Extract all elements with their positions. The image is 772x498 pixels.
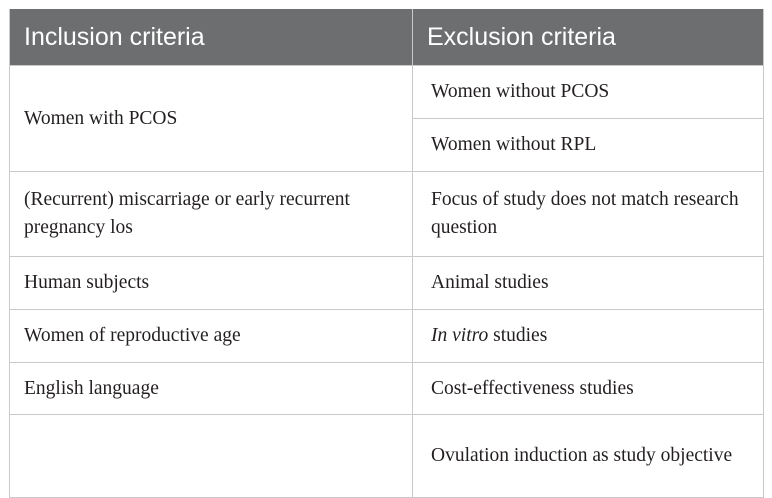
criteria-table: Inclusion criteria Exclusion criteria Wo… [9, 9, 764, 498]
inclusion-cell: Human subjects [9, 256, 413, 310]
exclusion-cell: Women without RPL [412, 118, 764, 172]
inclusion-cell [9, 414, 413, 498]
inclusion-cell: Women of reproductive age [9, 309, 413, 363]
header-row: Inclusion criteria Exclusion criteria [9, 9, 764, 66]
table-row: (Recurrent) miscarriage or early recurre… [9, 171, 764, 257]
exclusion-cell: Ovulation induction as study objective [412, 414, 764, 498]
exclusion-cell: Cost-effectiveness studies [412, 362, 764, 415]
exclusion-text: studies [488, 325, 548, 346]
italic-term: In vitro [431, 325, 489, 346]
inclusion-cell: (Recurrent) miscarriage or early recurre… [9, 171, 413, 257]
exclusion-cell: Focus of study does not match research q… [412, 171, 764, 257]
exclusion-cell: In vitro studies [412, 309, 764, 363]
inclusion-header: Inclusion criteria [9, 9, 413, 66]
table-row: Women with PCOS Women without PCOS [9, 65, 764, 172]
inclusion-cell: Women with PCOS [9, 65, 413, 172]
table-row: Human subjects Animal studies [9, 256, 764, 310]
table-row: Ovulation induction as study objective [9, 414, 764, 498]
inclusion-cell: English language [9, 362, 413, 415]
exclusion-cell: Animal studies [412, 256, 764, 310]
exclusion-cell: Women without PCOS [412, 65, 764, 119]
table-row: Women without RPL [10, 118, 764, 172]
table-row: Women of reproductive age In vitro studi… [9, 309, 764, 363]
table-row: English language Cost-effectiveness stud… [9, 362, 764, 415]
exclusion-header: Exclusion criteria [412, 9, 764, 66]
